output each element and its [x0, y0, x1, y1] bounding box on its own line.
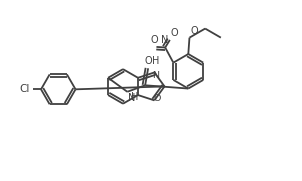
Text: Cl: Cl: [20, 84, 30, 94]
Text: O: O: [153, 94, 161, 103]
Text: H: H: [152, 56, 159, 66]
Text: O: O: [150, 35, 158, 45]
Text: N: N: [152, 71, 159, 79]
Text: O: O: [170, 28, 178, 38]
Text: N: N: [128, 93, 136, 103]
Text: O: O: [145, 56, 153, 66]
Text: O: O: [190, 26, 198, 36]
Text: H: H: [131, 92, 138, 102]
Text: N: N: [162, 35, 169, 45]
